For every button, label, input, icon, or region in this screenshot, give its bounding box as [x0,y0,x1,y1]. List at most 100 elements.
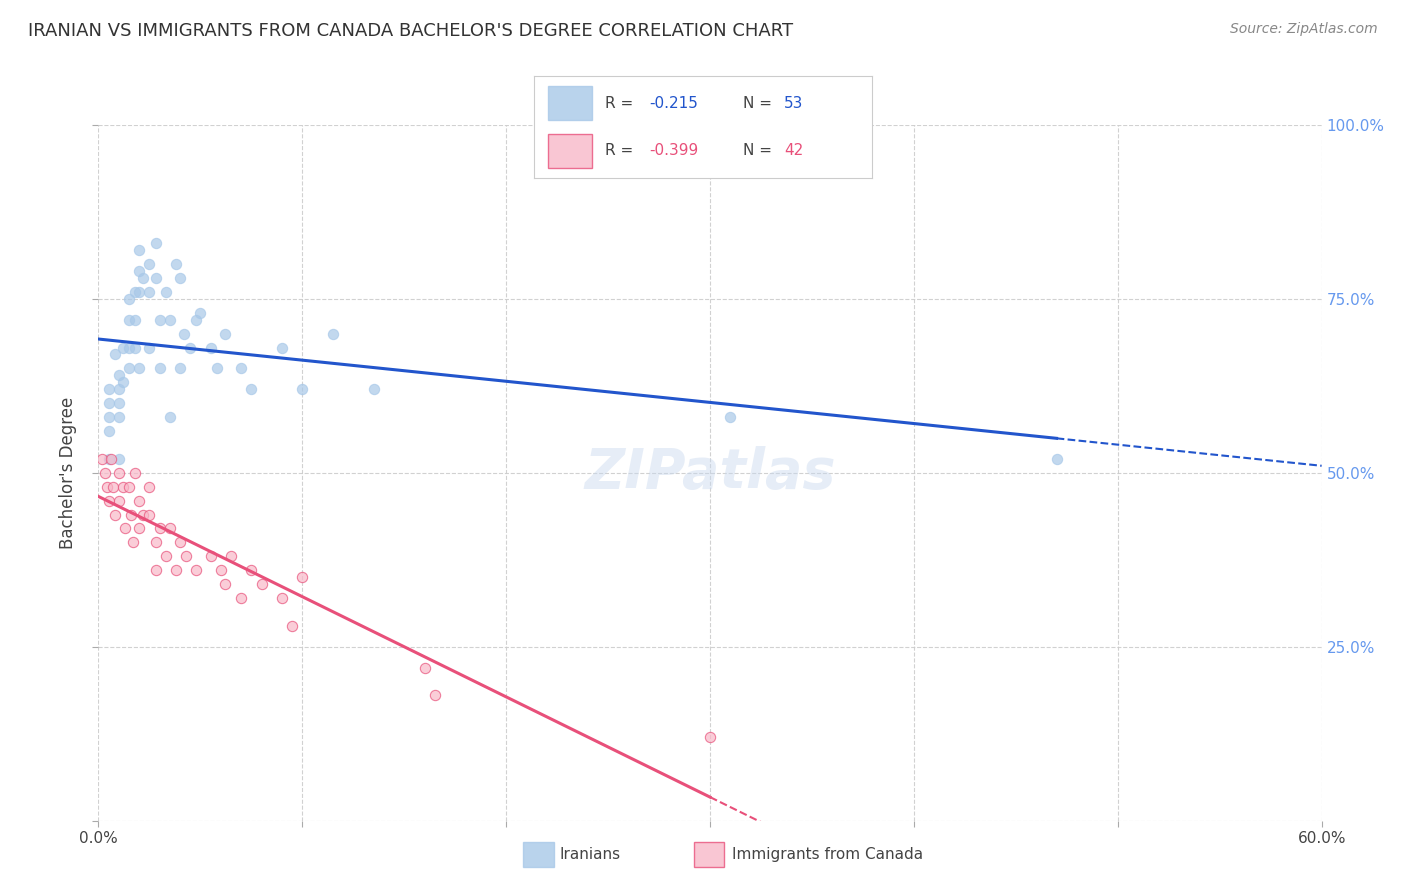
Point [97,382,120,396]
Point [100,451,122,466]
Point [186,312,208,326]
Text: Immigrants from Canada: Immigrants from Canada [733,847,924,862]
Point [138,480,160,494]
Point [101,480,124,494]
Point [209,563,232,577]
Point [423,689,446,703]
Point [120,508,142,522]
Text: Iranians: Iranians [560,847,620,862]
Point [118,480,141,494]
Point [169,271,191,285]
Point [214,577,236,591]
Point [149,361,172,376]
Point [128,493,150,508]
Point [200,549,222,564]
Point [173,326,195,341]
Point [114,521,136,535]
Point [124,312,146,326]
Point [291,382,314,396]
Point [118,312,141,326]
Point [111,480,134,494]
Bar [548,87,592,120]
Point [111,341,134,355]
Point [128,361,150,376]
Point [281,619,304,633]
Point [128,264,150,278]
Point [108,410,131,425]
Text: ZIPatlas: ZIPatlas [585,446,835,500]
Point [124,285,146,299]
Point [138,341,160,355]
Point [118,361,141,376]
Point [159,410,181,425]
Point [179,341,201,355]
Text: N =: N = [744,144,772,158]
Point [118,292,141,306]
Point [720,410,742,425]
Point [138,257,160,271]
Point [159,312,181,326]
Point [96,480,118,494]
Point [124,341,146,355]
Point [174,549,197,564]
Point [132,508,155,522]
Point [108,382,131,396]
Text: -0.215: -0.215 [650,96,697,111]
Point [270,341,294,355]
Point [231,361,253,376]
Point [231,591,253,605]
Point [322,326,344,341]
Point [205,361,228,376]
Bar [523,842,554,867]
Point [214,326,236,341]
Point [145,236,167,251]
Point [169,535,191,549]
Text: N =: N = [744,96,772,111]
Text: -0.399: -0.399 [650,144,699,158]
Point [250,577,273,591]
Point [149,312,172,326]
Point [118,341,141,355]
Point [124,466,146,480]
Point [128,521,150,535]
Point [108,493,131,508]
Point [108,396,131,410]
Text: 53: 53 [785,96,803,111]
Point [155,285,177,299]
Point [699,730,721,744]
Point [149,521,172,535]
Text: R =: R = [605,144,633,158]
Point [93,466,115,480]
Point [413,660,436,674]
Point [97,396,120,410]
Point [155,549,177,564]
Point [97,424,120,438]
Point [169,361,191,376]
Point [108,466,131,480]
Point [104,508,127,522]
Point [159,521,181,535]
Point [132,271,155,285]
Text: Source: ZipAtlas.com: Source: ZipAtlas.com [1230,22,1378,37]
Point [145,535,167,549]
Point [200,341,222,355]
Point [186,563,208,577]
Point [91,451,114,466]
Point [270,591,294,605]
Point [128,285,150,299]
Text: IRANIAN VS IMMIGRANTS FROM CANADA BACHELOR'S DEGREE CORRELATION CHART: IRANIAN VS IMMIGRANTS FROM CANADA BACHEL… [28,22,793,40]
Bar [695,842,724,867]
Point [108,451,131,466]
Point [138,508,160,522]
Point [240,563,263,577]
Point [108,368,131,383]
Point [111,376,134,390]
Point [145,271,167,285]
Point [363,382,385,396]
Point [104,347,127,361]
Point [97,410,120,425]
Point [188,306,212,320]
Y-axis label: Bachelor's Degree: Bachelor's Degree [59,397,77,549]
Point [122,535,145,549]
Text: 42: 42 [785,144,803,158]
